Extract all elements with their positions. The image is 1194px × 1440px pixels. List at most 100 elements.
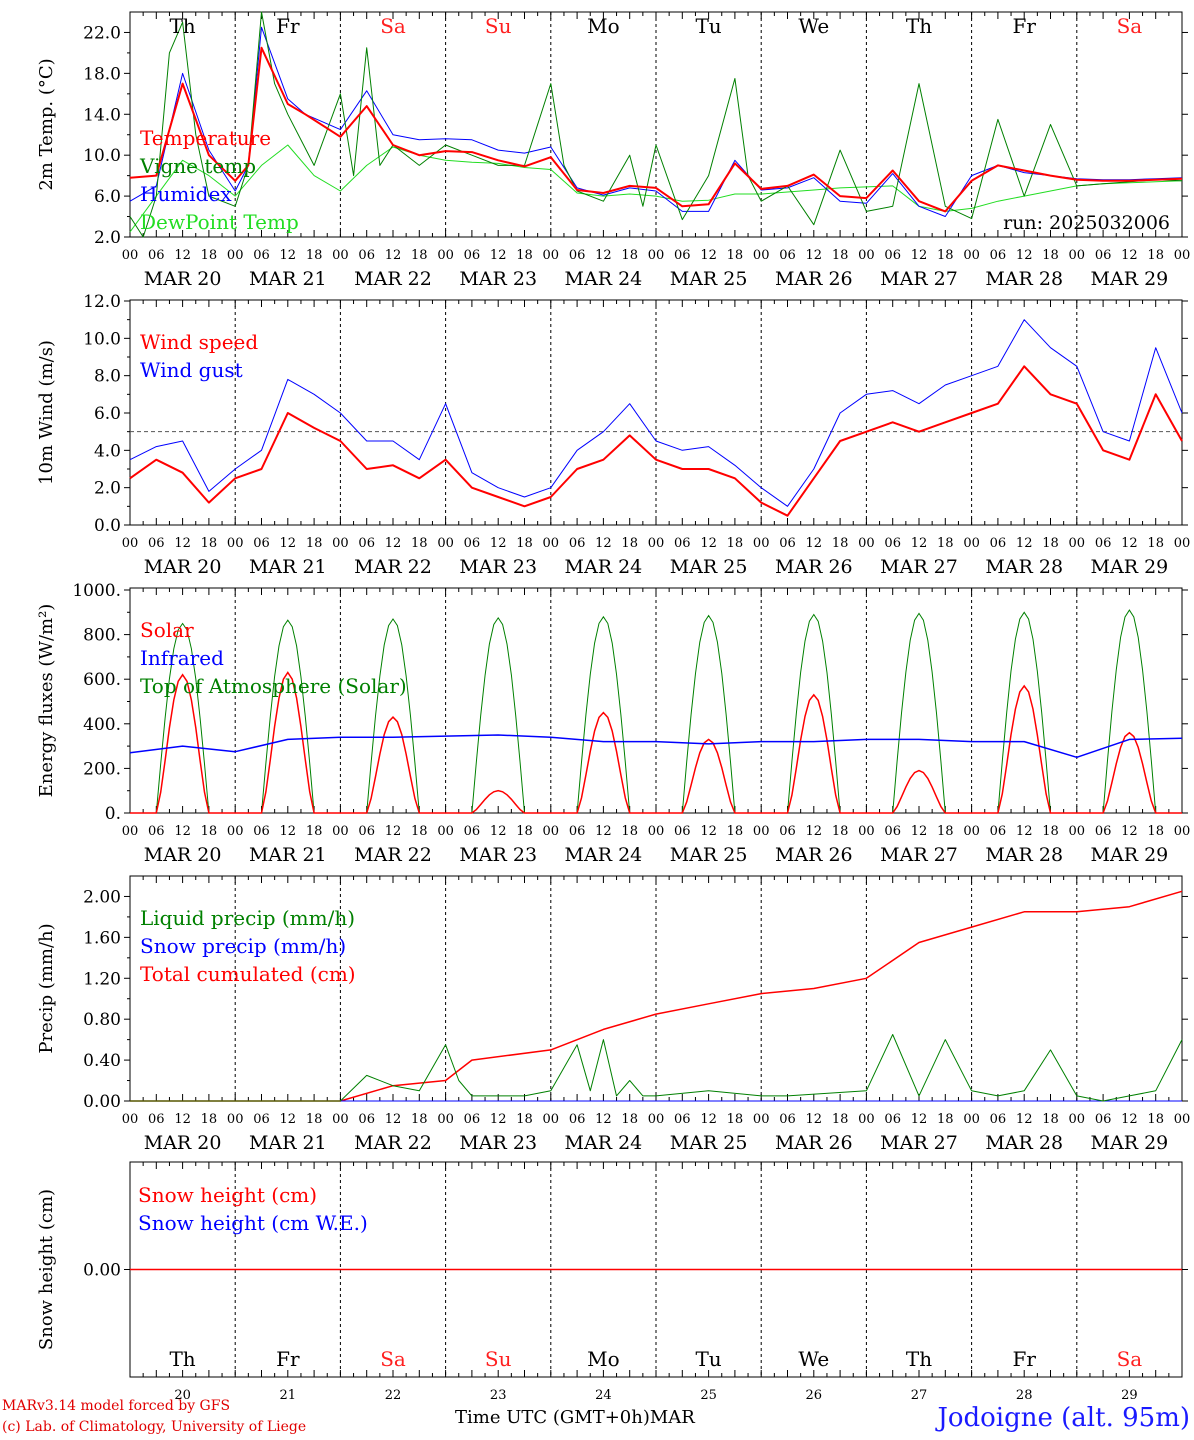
- solar-line: [130, 671, 1182, 814]
- temperature-date-label: MAR 29: [1091, 268, 1169, 290]
- model-credit: MARv3.14 model forced by GFS: [2, 1398, 231, 1414]
- temperature-hour-label: 00: [437, 248, 454, 263]
- energy-date-label: MAR 28: [985, 844, 1063, 866]
- energy-ytick-label: 600.: [83, 670, 121, 690]
- temperature-hour-label: 06: [253, 248, 270, 263]
- precip-hour-label: 12: [490, 1112, 507, 1127]
- temperature-hour-label: 00: [753, 248, 770, 263]
- temperature-date-label: MAR 24: [565, 268, 643, 290]
- energy-hour-label: 18: [306, 824, 323, 839]
- temperature-hour-label: 00: [963, 248, 980, 263]
- energy-hour-label: 12: [280, 824, 297, 839]
- energy-hour-label: 00: [437, 824, 454, 839]
- energy-hour-label: 06: [884, 824, 901, 839]
- weekday-label-top: Fr: [276, 14, 300, 38]
- temperature-frame: [129, 11, 1183, 238]
- energy-hour-label: 12: [806, 824, 823, 839]
- weekday-label-bottom: Sa: [1117, 1347, 1143, 1371]
- temperature-legend-item: Vigne temp: [139, 154, 256, 178]
- wind-hour-label: 06: [674, 536, 691, 551]
- temperature-ytick-label: 22.0: [83, 23, 121, 43]
- precip-hour-label: 12: [806, 1112, 823, 1127]
- run-label: run: 2025032006: [1003, 212, 1170, 234]
- precip-date-label: MAR 25: [670, 1132, 748, 1154]
- energy-hour-label: 18: [832, 824, 849, 839]
- weekday-label-bottom: Sa: [380, 1347, 406, 1371]
- precip-hour-label: 18: [1147, 1112, 1164, 1127]
- temperature-hour-label: 12: [280, 248, 297, 263]
- energy-legend-item: Top of Atmosphere (Solar): [140, 674, 407, 698]
- wind-hour-label: 00: [1174, 536, 1191, 551]
- temperature-hour-label: 12: [174, 248, 191, 263]
- temperature-hour-label: 06: [779, 248, 796, 263]
- temperature-hour-label: 00: [858, 248, 875, 263]
- precip-hour-label: 00: [963, 1112, 980, 1127]
- weekday-label-top: We: [798, 14, 829, 38]
- wind-hour-label: 00: [543, 536, 560, 551]
- precip-hour-label: 00: [227, 1112, 244, 1127]
- energy-hour-label: 00: [332, 824, 349, 839]
- weekday-label-bottom: We: [798, 1347, 829, 1371]
- wind-hour-label: 12: [1016, 536, 1033, 551]
- energy-hour-label: 12: [174, 824, 191, 839]
- precip-legend-item: Total cumulated (cm): [140, 962, 356, 986]
- energy-hour-label: 06: [990, 824, 1007, 839]
- wind-hour-label: 18: [306, 536, 323, 551]
- energy-hour-label: 18: [727, 824, 744, 839]
- precip-hour-label: 06: [884, 1112, 901, 1127]
- precip-hour-label: 12: [595, 1112, 612, 1127]
- precip-hour-label: 00: [543, 1112, 560, 1127]
- snow-ytick-label: 0.00: [83, 1261, 121, 1281]
- energy-hour-label: 18: [1147, 824, 1164, 839]
- snow-legend-item: Snow height (cm W.E.): [138, 1211, 368, 1235]
- weekday-label-top: Sa: [380, 14, 406, 38]
- energy-date-label: MAR 27: [880, 844, 958, 866]
- temperature-hour-label: 00: [648, 248, 665, 263]
- dewpoint-temp-line: [129, 144, 1183, 233]
- wind-hour-label: 06: [148, 536, 165, 551]
- energy-hour-label: 06: [358, 824, 375, 839]
- precip-hour-label: 12: [280, 1112, 297, 1127]
- precip-hour-label: 18: [1042, 1112, 1059, 1127]
- wind-hour-label: 18: [621, 536, 638, 551]
- temperature-hour-label: 00: [1174, 248, 1191, 263]
- weekday-label-bottom: Su: [485, 1347, 512, 1371]
- precip-hour-label: 06: [148, 1112, 165, 1127]
- liquid-precip-mm-h-line: [130, 1034, 1183, 1102]
- wind-hour-label: 00: [753, 536, 770, 551]
- precip-date-label: MAR 27: [880, 1132, 958, 1154]
- weekday-label-bottom: Th: [906, 1347, 932, 1371]
- wind-ytick-label: 8.0: [94, 367, 121, 387]
- energy-hour-label: 06: [253, 824, 270, 839]
- wind-legend-item: Wind gust: [140, 358, 243, 382]
- wind-hour-label: 00: [437, 536, 454, 551]
- energy-date-label: MAR 24: [565, 844, 643, 866]
- wind-hour-label: 12: [1121, 536, 1138, 551]
- energy-ytick-label: 0.: [105, 804, 121, 824]
- energy-ytick-label: 200.: [83, 759, 121, 779]
- weekday-label-bottom: Fr: [1012, 1347, 1036, 1371]
- precip-ytick-label: 1.60: [83, 928, 121, 948]
- precip-ytick-label: 0.80: [83, 1010, 121, 1030]
- wind-hour-label: 00: [1069, 536, 1086, 551]
- energy-hour-label: 06: [1095, 824, 1112, 839]
- temperature-ytick-label: 18.0: [83, 64, 121, 84]
- temperature-hour-label: 00: [332, 248, 349, 263]
- wind-date-label: MAR 28: [985, 556, 1063, 578]
- wind-date-label: MAR 27: [880, 556, 958, 578]
- wind-hour-label: 12: [174, 536, 191, 551]
- precip-date-label: MAR 28: [985, 1132, 1063, 1154]
- energy-legend-item: Solar: [140, 618, 194, 642]
- wind-hour-label: 06: [358, 536, 375, 551]
- temperature-hour-label: 06: [884, 248, 901, 263]
- temperature-ytick-label: 10.0: [83, 146, 121, 166]
- temperature-hour-label: 18: [727, 248, 744, 263]
- precip-hour-label: 00: [753, 1112, 770, 1127]
- energy-hour-label: 18: [621, 824, 638, 839]
- wind-hour-label: 12: [806, 536, 823, 551]
- energy-hour-label: 00: [122, 824, 139, 839]
- precip-hour-label: 12: [700, 1112, 717, 1127]
- temperature-ytick-label: 2.0: [94, 228, 121, 248]
- precip-hour-label: 00: [858, 1112, 875, 1127]
